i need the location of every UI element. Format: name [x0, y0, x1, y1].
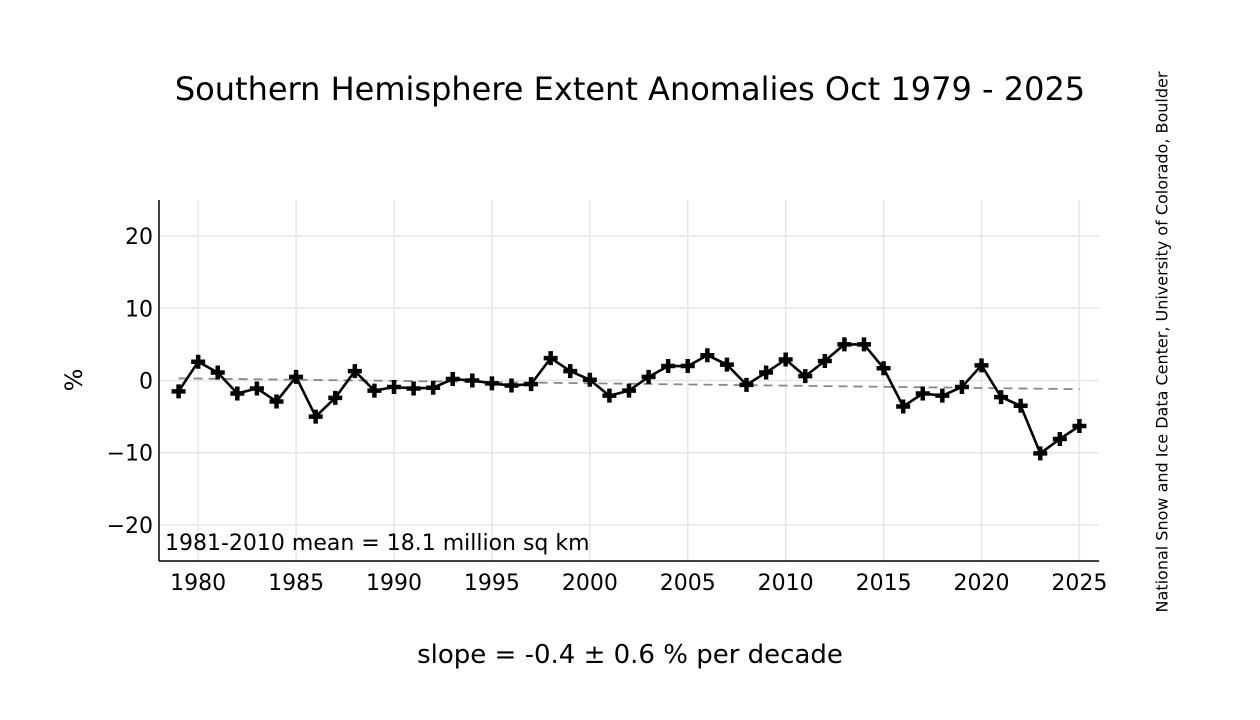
x-tick-label: 2025 [1051, 571, 1107, 596]
data-point-marker [347, 364, 362, 379]
mean-annotation: 1981-2010 mean = 18.1 million sq km [165, 531, 590, 556]
grid-lines [159, 200, 1099, 561]
data-point-marker [798, 369, 813, 384]
axes [158, 200, 1099, 562]
data-point-marker [524, 377, 539, 392]
data-point-marker [249, 381, 264, 396]
data-point-marker [935, 388, 950, 403]
data-point-marker [406, 381, 421, 396]
data-point-marker [915, 386, 930, 401]
data-point-marker [700, 348, 715, 363]
data-point-marker [543, 351, 558, 366]
data-point-marker [719, 357, 734, 372]
data-point-marker [622, 383, 636, 398]
credit-text: National Snow and Ice Data Center, Unive… [1152, 71, 1172, 613]
y-tick-label: 20 [125, 225, 153, 250]
x-tick-label: 2005 [660, 571, 716, 596]
data-point-marker [367, 383, 382, 398]
data-point-marker [641, 369, 656, 384]
data-point-marker [759, 365, 774, 380]
data-point-marker [426, 380, 441, 395]
data-point-marker [269, 394, 284, 409]
data-point-marker [602, 388, 617, 403]
data-point-marker [954, 379, 969, 394]
data-point-marker [857, 337, 871, 352]
data-point-marker [661, 359, 676, 374]
x-tick-label: 2010 [758, 571, 814, 596]
data-point-marker [465, 373, 480, 388]
data-point-marker [210, 365, 225, 380]
y-axis-label: % [60, 369, 88, 392]
data-point-marker [680, 359, 695, 374]
data-point-marker [308, 409, 323, 424]
y-tick-label: 0 [139, 370, 153, 395]
x-tick-label: 2000 [562, 571, 618, 596]
data-point-marker [778, 352, 793, 367]
data-point-marker [484, 376, 499, 391]
data-point-marker [876, 361, 891, 376]
data-point-marker [191, 354, 206, 369]
data-point-marker [445, 372, 460, 387]
x-tick-label: 2015 [856, 571, 912, 596]
data-point-marker [328, 390, 343, 405]
data-point-marker [837, 337, 852, 352]
x-tick-label: 2020 [954, 571, 1010, 596]
x-tick-label: 1985 [268, 571, 324, 596]
data-point-marker [171, 384, 186, 399]
y-tick-label: −10 [107, 442, 153, 467]
data-point-marker [1052, 431, 1067, 446]
data-point-marker [994, 390, 1009, 405]
data-point-marker [504, 378, 519, 393]
data-markers [171, 337, 1087, 461]
y-tick-label: −20 [107, 514, 153, 539]
data-point-marker [739, 377, 754, 392]
data-point-marker [230, 386, 245, 401]
data-point-marker [289, 369, 304, 384]
data-point-marker [563, 364, 578, 379]
x-tick-label: 1990 [366, 571, 422, 596]
tick-labels: 1980 1985 1990 1995 2000 2005 2010 2015 2020 2025… [107, 225, 1108, 596]
data-point-marker [387, 379, 401, 394]
data-point-marker [817, 354, 832, 369]
data-point-marker [1033, 446, 1048, 461]
data-point-marker [1013, 398, 1028, 413]
x-axis-label: slope = -0.4 ± 0.6 % per decade [417, 640, 843, 670]
x-tick-label: 1980 [170, 571, 226, 596]
chart-title: Southern Hemisphere Extent Anomalies Oct… [175, 70, 1085, 108]
y-tick-label: 10 [125, 297, 153, 322]
data-point-marker [974, 358, 989, 373]
data-point-marker [1072, 418, 1087, 433]
data-point-marker [582, 372, 597, 387]
x-tick-label: 1995 [464, 571, 520, 596]
data-point-marker [896, 399, 911, 414]
